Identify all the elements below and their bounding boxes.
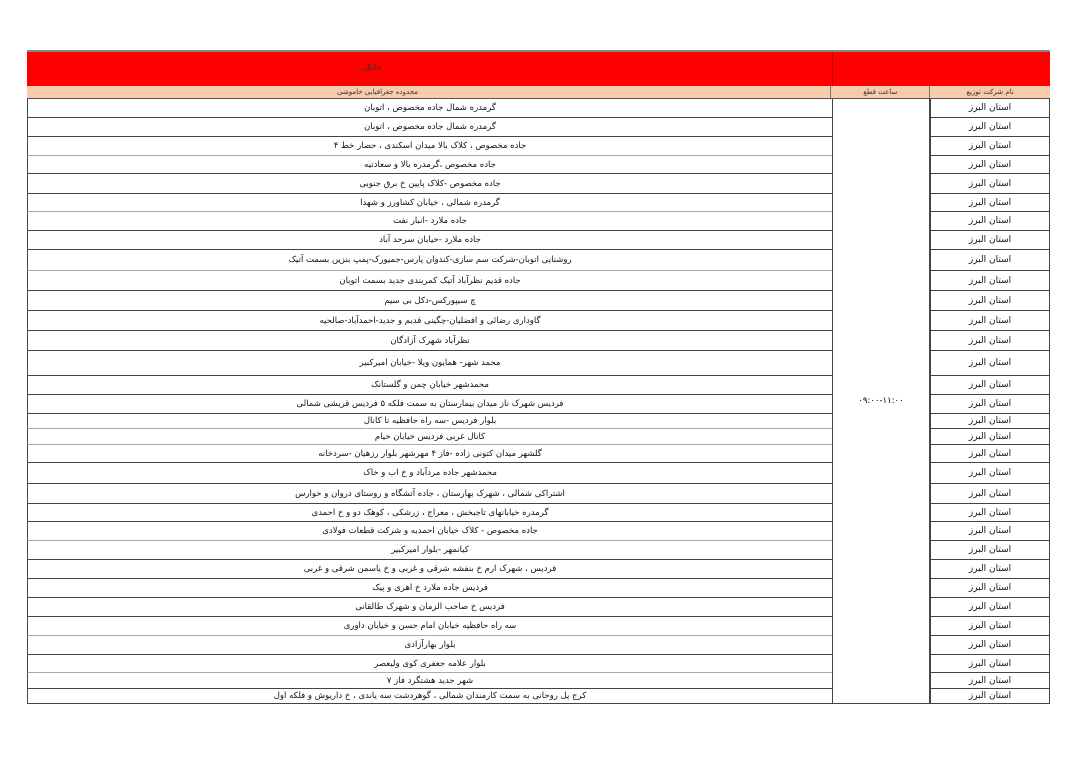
area-cell: بلوار بهارآزادی	[27, 636, 832, 655]
company-cell: استان البرز	[930, 395, 1050, 414]
area-cell: گرمدره شمالی ، خیابان کشاورز و شهدا	[27, 194, 832, 212]
company-column: استان البرز استان البرز استان البرز استان ا…	[930, 99, 1050, 704]
company-cell: استان البرز	[930, 156, 1050, 174]
area-cell: گاوداری رضائی و افضلیان-چگینی قدیم و جدی…	[27, 311, 832, 331]
company-cell: استان البرز	[930, 541, 1050, 560]
company-cell: استان البرز	[930, 504, 1050, 522]
company-cell: استان البرز	[930, 636, 1050, 655]
company-cell: استان البرز	[930, 560, 1050, 579]
company-cell: استان البرز	[930, 598, 1050, 617]
company-cell: استان البرز	[930, 174, 1050, 194]
area-cell: کرج پل روحانی به سمت کارمندان شمالی ، گو…	[27, 689, 832, 704]
area-cell: چ سیپورکس-دکل بی سیم	[27, 291, 832, 311]
table-body: گرمدره شمال جاده مخصوص ، اتوبان گرمدره شم…	[27, 99, 1050, 704]
company-cell: استان البرز	[930, 655, 1050, 673]
area-cell: گلشهر میدان کتونی زاده -فاز ۴ مهرشهر بلو…	[27, 445, 832, 463]
col-time-header: ساعت قطع	[831, 86, 931, 98]
area-cell: روشنایی اتوبان-شرکت سم سازی-کندوان پارس-…	[27, 250, 832, 271]
company-cell: استان البرز	[930, 271, 1050, 291]
company-cell: استان البرز	[930, 331, 1050, 351]
company-cell: استان البرز	[930, 250, 1050, 271]
category-label: خانگی	[361, 63, 382, 72]
area-cell: شهر جدید هشتگرد فاز ۷	[27, 673, 832, 689]
company-cell: استان البرز	[930, 463, 1050, 484]
company-cell: استان البرز	[930, 99, 1050, 118]
outage-time: ۰۹:۰۰-۱۱:۰۰	[832, 99, 930, 704]
area-cell: محمدشهر خیابان چمن و گلستانک	[27, 376, 832, 395]
company-cell: استان البرز	[930, 445, 1050, 463]
area-cell: محمدشهر جاده مردآباد و خ اب و خاک	[27, 463, 832, 484]
area-cell: فردیس شهرک ناز میدان بیمارستان به سمت فل…	[27, 395, 832, 414]
company-cell: استان البرز	[930, 194, 1050, 212]
company-cell: استان البرز	[930, 617, 1050, 636]
area-cell: کیانمهر -بلوار امیرکبیر	[27, 541, 832, 560]
category-empty-cell	[833, 52, 1050, 86]
area-cell: جاده مخصوص ، کلاک بالا میدان اسکندی ، حص…	[27, 137, 832, 156]
column-headers: محدوده جغرافیایی خاموشی ساعت قطع نام شرک…	[27, 86, 1050, 99]
company-cell: استان البرز	[930, 351, 1050, 376]
outage-table: خانگی محدوده جغرافیایی خاموشی ساعت قطع ن…	[27, 50, 1050, 704]
area-cell: جاده مخصوص ،گرمدره بالا و سعادتیه	[27, 156, 832, 174]
area-cell: جاده مخصوص - کلاک خیابان احمدیه و شرکت ق…	[27, 522, 832, 541]
area-cell: جاده مخصوص -کلاک پایین خ برق جنوبی	[27, 174, 832, 194]
company-cell: استان البرز	[930, 212, 1050, 231]
area-cell: گرمدره شمال جاده مخصوص ، اتوبان	[27, 99, 832, 118]
area-cell: فردیس ، شهرک ارم خ بنفشه شرقی و غربی و خ…	[27, 560, 832, 579]
category-cell: خانگی	[27, 52, 833, 86]
area-cell: بلوار علامه جعفری کوی ولیعصر	[27, 655, 832, 673]
area-cell: بلوار فردیس -سه راه حافظیه تا کانال	[27, 414, 832, 429]
area-cell: گرمدره شمال جاده مخصوص ، اتوبان	[27, 118, 832, 137]
company-cell: استان البرز	[930, 291, 1050, 311]
company-cell: استان البرز	[930, 429, 1050, 445]
company-cell: استان البرز	[930, 484, 1050, 504]
area-cell: جاده ملارد -انبار نفت	[27, 212, 832, 231]
company-cell: استان البرز	[930, 414, 1050, 429]
company-cell: استان البرز	[930, 376, 1050, 395]
area-cell: جاده ملارد -خیابان سرحد آباد	[27, 231, 832, 250]
company-cell: استان البرز	[930, 118, 1050, 137]
top-rule	[27, 50, 1050, 52]
area-cell: سه راه حافظیه خیابان امام حسن و خیابان د…	[27, 617, 832, 636]
company-cell: استان البرز	[930, 673, 1050, 689]
area-cell: کانال غربی فردیس خیابان خیام	[27, 429, 832, 445]
area-cell: نظرآباد شهرک آزادگان	[27, 331, 832, 351]
company-cell: استان البرز	[930, 689, 1050, 704]
category-header: خانگی	[27, 52, 1050, 86]
area-column: گرمدره شمال جاده مخصوص ، اتوبان گرمدره شم…	[27, 99, 832, 704]
company-cell: استان البرز	[930, 522, 1050, 541]
company-cell: استان البرز	[930, 311, 1050, 331]
area-cell: محمد شهر- همایون ویلا -خیابان امیرکبیر	[27, 351, 832, 376]
col-company-header: نام شرکت توزیع	[966, 88, 1014, 96]
area-cell: گرمدره خیابانهای تاجبخش ، معراج ، زرشکی …	[27, 504, 832, 522]
area-cell: اشتراکی شمالی ، شهرک بهارستان ، جاده آتش…	[27, 484, 832, 504]
company-cell: استان البرز	[930, 579, 1050, 598]
company-cell: استان البرز	[930, 137, 1050, 156]
company-cell: استان البرز	[930, 231, 1050, 250]
area-cell: فردیس جاده ملارد خ اهری و پیک	[27, 579, 832, 598]
area-cell: جاده قدیم نظرآباد آتیک کمربندی جدید بسمت…	[27, 271, 832, 291]
col-area-header: محدوده جغرافیایی خاموشی	[27, 86, 832, 98]
area-cell: فردیس خ صاحب الزمان و شهرک طالقانی	[27, 598, 832, 617]
